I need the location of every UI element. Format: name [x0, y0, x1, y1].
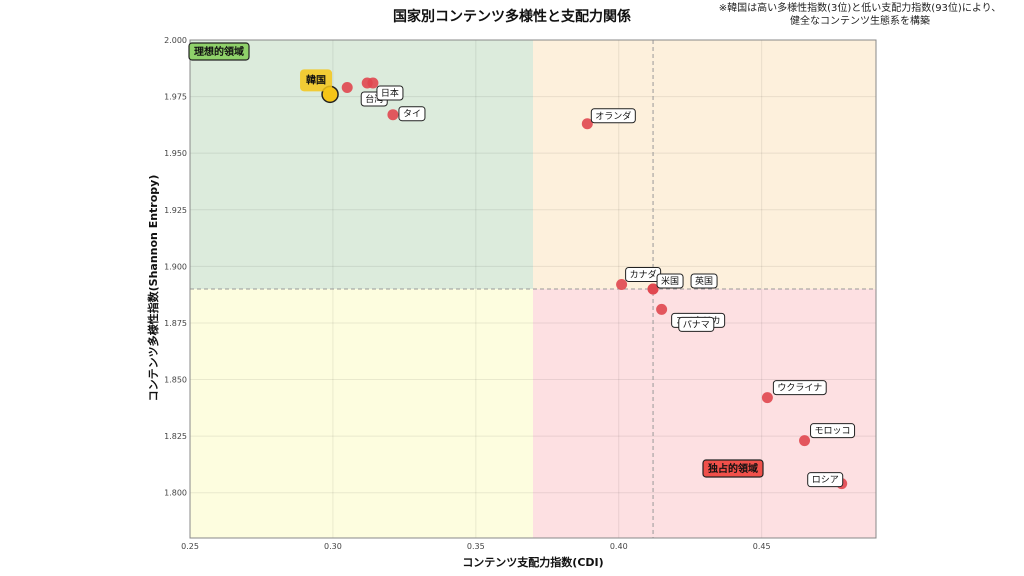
y-tick-label: 1.950: [164, 149, 187, 158]
point-label: パナマ: [683, 319, 710, 330]
point-label: ウクライナ: [777, 383, 822, 394]
zone-label-ideal: 理想的領域: [188, 42, 250, 61]
y-tick-label: 1.900: [164, 262, 187, 271]
y-tick-label: 1.850: [164, 376, 187, 385]
y-axis-ticks: 1.800 1.825 1.850 1.875 1.900 1.925 1.950 1.975…: [164, 36, 187, 498]
x-tick-label: 0.25: [181, 542, 199, 551]
y-tick-label: 1.975: [164, 93, 187, 102]
y-axis-label: コンテンツ多様性指数(Shannon Entropy): [146, 175, 160, 402]
zone-label-ideal-text: 理想的領域: [194, 45, 244, 58]
point-label: 米国: [661, 275, 679, 287]
data-point: [616, 278, 628, 290]
point-label-box: [376, 85, 404, 101]
point-label-box: [810, 423, 856, 439]
point-label-box: [678, 316, 715, 332]
point-labels: 韓国台湾日本タイオランダカナダ米国英国コスタリカパナマウクライナモロッコロシア: [300, 69, 856, 488]
chart-note-line-1: ※韓国は高い多様性指数(3位)と低い支配力指数(93位)により、: [719, 1, 1001, 14]
zone-top-left: [190, 40, 533, 289]
x-tick-label: 0.30: [324, 542, 342, 551]
zone-top-right: [533, 40, 876, 289]
point-label-box: [398, 106, 426, 122]
point-label-box: [772, 380, 827, 396]
zone-label-monopoly: 独占的領域: [702, 459, 764, 478]
y-tick-label: 1.800: [164, 489, 187, 498]
data-point: [341, 82, 353, 94]
point-label-box: [590, 108, 636, 124]
point-label: カナダ: [630, 268, 657, 280]
point-label: 英国: [695, 275, 713, 287]
x-tick-label: 0.45: [753, 542, 771, 551]
y-tick-label: 1.825: [164, 432, 187, 441]
y-tick-label: 1.875: [164, 319, 187, 328]
point-label: タイ: [403, 109, 421, 120]
x-tick-label: 0.35: [467, 542, 485, 551]
point-label-box: [807, 472, 844, 488]
data-point: [799, 435, 811, 447]
data-point: [647, 283, 659, 295]
point-label: オランダ: [595, 110, 631, 122]
data-point: [387, 109, 399, 121]
point-label: 日本: [381, 87, 399, 99]
data-point: [656, 303, 668, 315]
x-axis-label: コンテンツ支配力指数(CDI): [462, 555, 603, 569]
chart-note-line-2: 健全なコンテンツ生態系を構築: [790, 14, 930, 27]
point-label: モロッコ: [815, 427, 851, 437]
x-axis-ticks: 0.25 0.30 0.35 0.40 0.45: [181, 542, 770, 551]
chart-title: 国家別コンテンツ多様性と支配力関係: [393, 8, 631, 25]
data-point: [581, 118, 593, 130]
point-label-box: [656, 273, 684, 289]
zone-bottom-left: [190, 289, 533, 538]
plot-frame: [189, 39, 877, 539]
data-point: [761, 392, 773, 404]
zone-label-monopoly-text: 独占的領域: [708, 462, 758, 475]
point-label: ロシア: [812, 476, 839, 486]
y-tick-label: 2.000: [164, 36, 187, 45]
data-point: [367, 77, 379, 89]
point-label-highlight: 韓国: [306, 73, 326, 86]
point-label-box: [690, 273, 718, 289]
x-tick-label: 0.40: [610, 542, 628, 551]
point-label-box-highlight: [300, 69, 333, 92]
y-tick-label: 1.925: [164, 206, 187, 215]
